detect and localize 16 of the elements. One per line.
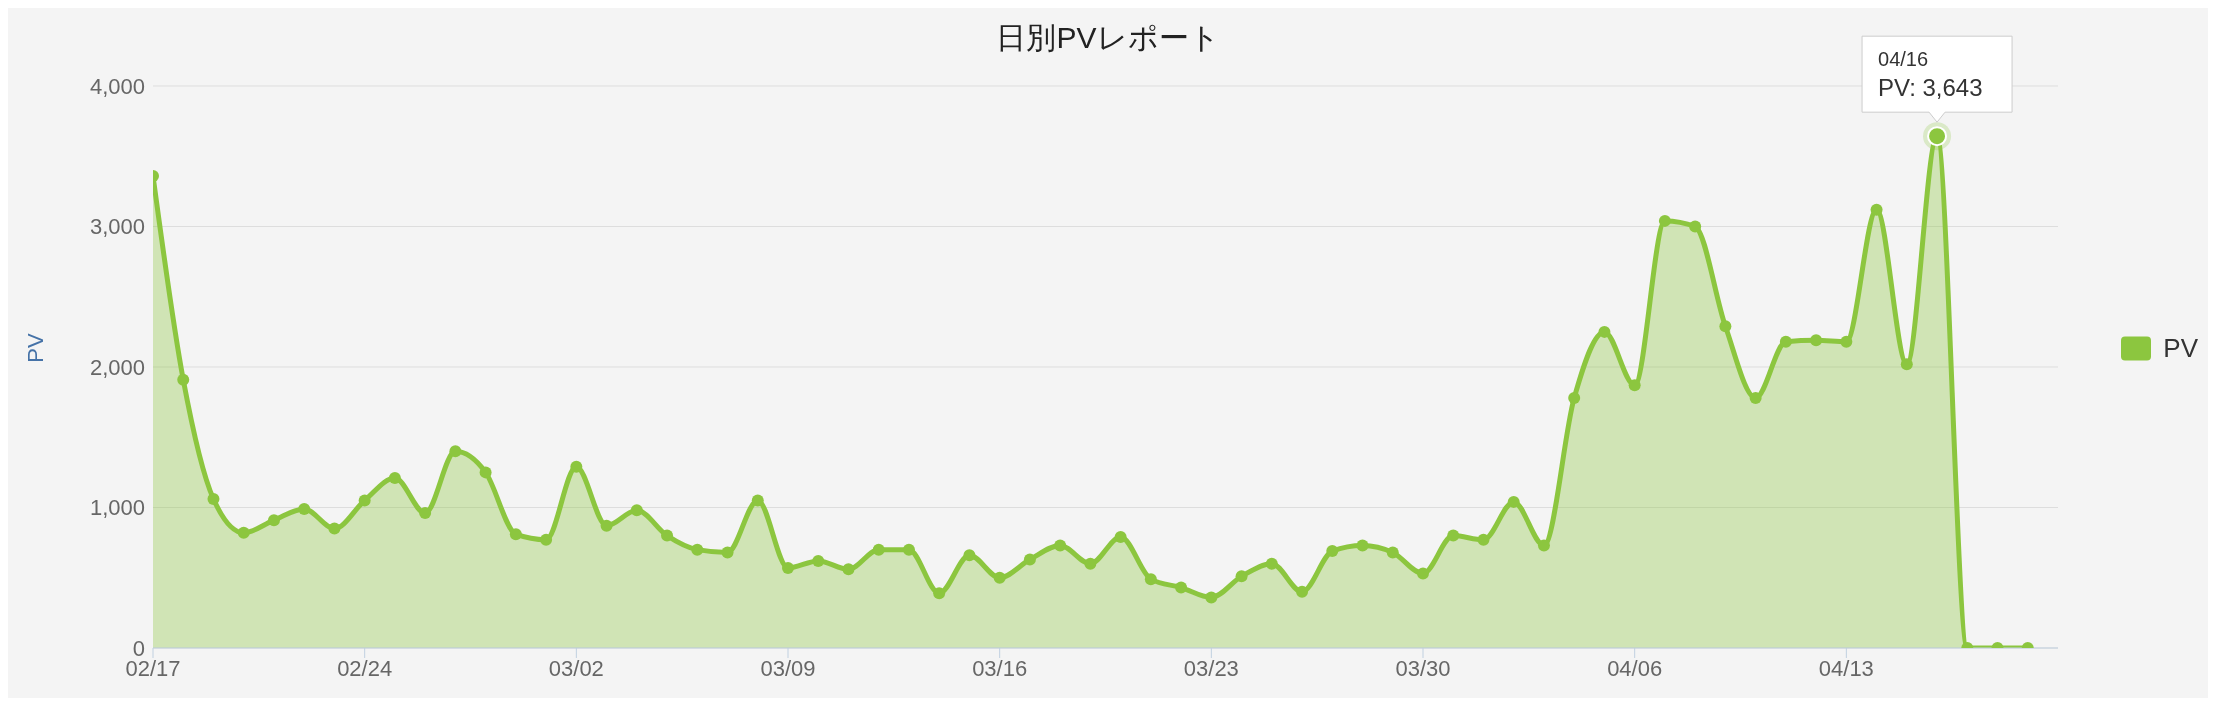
y-tick-label: 4,000 [89, 73, 145, 99]
x-tick-label: 04/06 [1607, 655, 1663, 681]
legend-label: PV [2163, 332, 2198, 364]
x-tick-label: 03/02 [548, 655, 604, 681]
x-tick-label: 03/23 [1183, 655, 1239, 681]
chart-title: 日別PVレポート [996, 21, 1220, 54]
y-tick-label: 2,000 [89, 354, 145, 380]
x-tick-label: 03/16 [972, 655, 1028, 681]
x-tick-label: 03/09 [760, 655, 816, 681]
x-tick-label: 04/13 [1818, 655, 1874, 681]
x-tick-label: 03/30 [1395, 655, 1451, 681]
y-axis-title: PV [23, 333, 49, 363]
y-tick-label: 1,000 [89, 495, 145, 521]
x-tick-label: 02/24 [337, 655, 393, 681]
y-tick-label: 3,000 [89, 214, 145, 240]
annotation: 04/16 PV: 3,643 [1878, 48, 1983, 102]
